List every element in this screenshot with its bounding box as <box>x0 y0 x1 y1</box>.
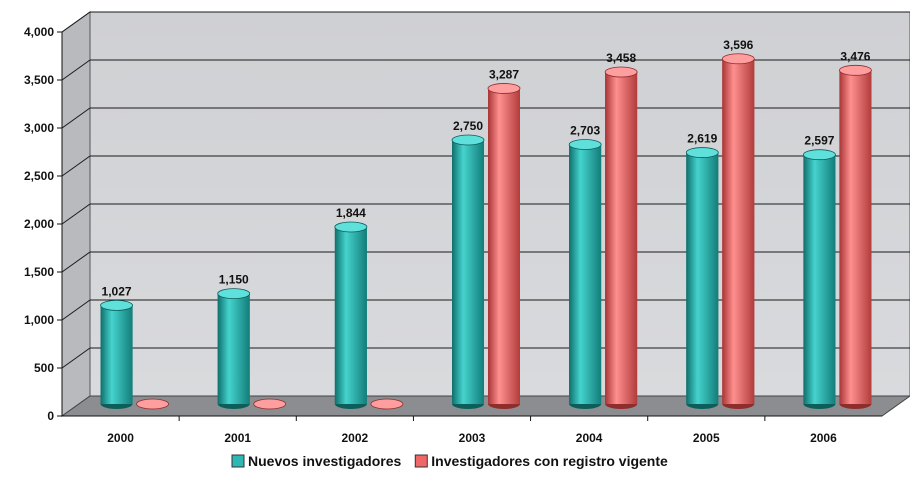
data-label: 1,844 <box>336 206 366 220</box>
data-label: 3,596 <box>723 38 753 52</box>
bar-vigente-2002 <box>370 398 404 410</box>
gridline-side <box>61 251 91 273</box>
gridline-side <box>61 203 91 225</box>
data-label: 2,750 <box>453 119 483 133</box>
axes: 0 500 1,000 1,500 2,000 2,500 3,000 3,500 4,000 2… <box>24 25 882 445</box>
x-tick-label: 2002 <box>342 431 369 445</box>
x-tick-label: 2001 <box>224 431 251 445</box>
bars <box>100 53 872 410</box>
legend-item-vigente: Investigadores con registro vigente <box>414 453 668 469</box>
bar-vigente-2000 <box>136 398 169 410</box>
bar-nuevos-2001 <box>217 288 251 409</box>
data-label: 2,703 <box>570 124 600 138</box>
plot-area <box>60 11 910 417</box>
y-tick-label: 1,500 <box>24 265 54 279</box>
x-tick-label: 2000 <box>107 431 134 445</box>
gridline-side <box>61 11 91 33</box>
data-label: 3,476 <box>840 49 870 63</box>
gridline-side <box>61 347 91 369</box>
y-tick-label: 2,500 <box>24 169 54 183</box>
legend-item-nuevos: Nuevos investigadores <box>231 453 401 469</box>
y-tick-label: 0 <box>47 409 54 423</box>
x-tick-label: 2006 <box>810 431 837 445</box>
x-tick-label: 2003 <box>459 431 486 445</box>
bar-nuevos-2006 <box>803 149 836 409</box>
bar-vigente-2005 <box>721 53 755 409</box>
bar-nuevos-2005 <box>685 147 719 409</box>
legend-swatch <box>414 454 428 468</box>
bar-nuevos-2004 <box>568 139 602 409</box>
gridline-side <box>61 107 91 129</box>
y-tick-label: 1,000 <box>24 313 54 327</box>
data-label: 2,619 <box>687 132 717 146</box>
data-label: 1,027 <box>102 284 132 298</box>
gridline-side <box>61 155 91 177</box>
y-tick-label: 3,500 <box>24 73 54 87</box>
bar-vigente-2004 <box>604 66 638 409</box>
bar-nuevos-2000 <box>100 300 133 409</box>
legend-swatch <box>231 454 245 468</box>
x-tick-label: 2005 <box>693 431 720 445</box>
bar-nuevos-2003 <box>451 134 485 409</box>
data-label: 2,597 <box>804 134 834 148</box>
y-tick-label: 500 <box>34 361 54 375</box>
y-tick-label: 4,000 <box>24 25 54 39</box>
gridline-side <box>61 299 91 321</box>
floor <box>60 395 910 417</box>
data-label: 3,287 <box>489 67 519 81</box>
legend: Nuevos investigadores Investigadores con … <box>231 453 668 469</box>
y-tick-label: 3,000 <box>24 121 54 135</box>
bar-vigente-2003 <box>487 83 521 409</box>
bar-nuevos-2002 <box>334 221 368 409</box>
data-label: 1,150 <box>219 273 249 287</box>
legend-label: Nuevos investigadores <box>248 453 401 469</box>
legend-label: Investigadores con registro vigente <box>431 453 668 469</box>
gridline-side <box>61 59 91 81</box>
data-labels: 1,027 1,150 1,844 2,750 3,287 2,703 3,458 2,619… <box>102 38 871 299</box>
bar-vigente-2001 <box>253 398 287 410</box>
data-label: 3,458 <box>606 51 636 65</box>
x-tick-label: 2004 <box>576 431 603 445</box>
bar-vigente-2006 <box>839 64 872 409</box>
y-tick-label: 2,000 <box>24 217 54 231</box>
